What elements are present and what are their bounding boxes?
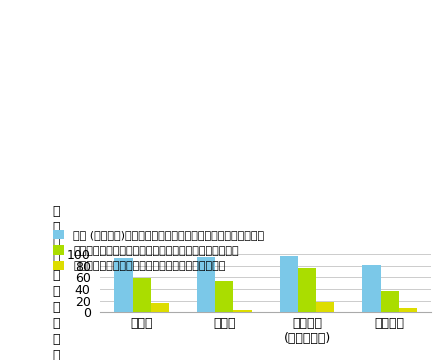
Bar — [298, 268, 316, 312]
Bar — [234, 310, 252, 312]
Bar — [363, 265, 380, 312]
Bar — [197, 257, 215, 312]
Bar — [151, 303, 169, 312]
Bar — [215, 281, 234, 312]
Bar — [132, 278, 151, 312]
Bar — [399, 308, 417, 312]
Bar — [380, 291, 399, 312]
Y-axis label: ５
年
相
対
生
存
率
（
％
）: ５ 年 相 対 生 存 率 （ ％ ） — [52, 205, 59, 360]
Bar — [316, 302, 334, 312]
Legend: 限局 (転移なし)：がんが発生した臓器だけで増殖している段階, 領域：がんが周りの臓器やリンパ節に広がっている段階, 遠隔：がんが遠く離れた臓器まで広がっている: 限局 (転移なし)：がんが発生した臓器だけで増殖している段階, 領域：がんが周り… — [53, 230, 264, 271]
Bar — [280, 256, 298, 312]
Bar — [115, 258, 132, 312]
